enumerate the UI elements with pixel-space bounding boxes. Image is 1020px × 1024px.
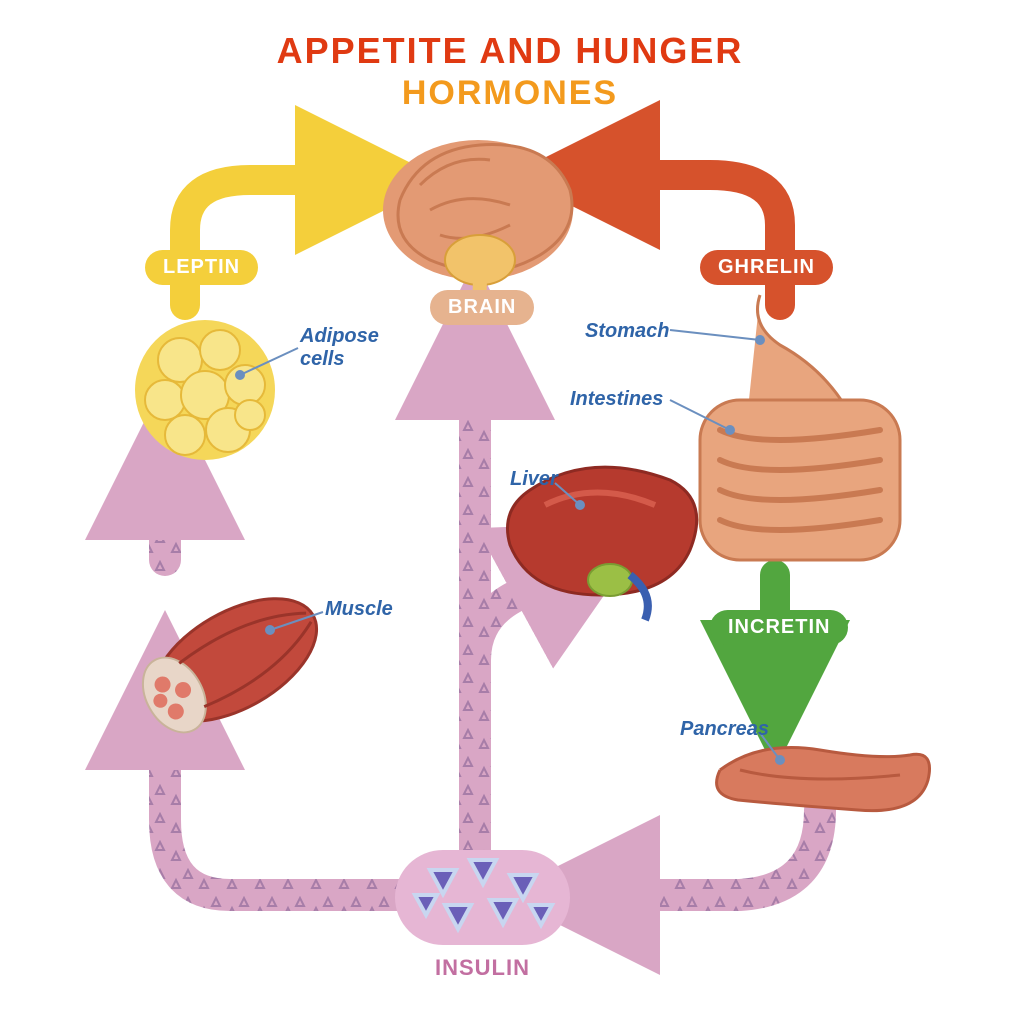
insulin-blob-icon	[395, 850, 570, 945]
liver-label: Liver	[510, 468, 558, 491]
adipose-icon	[135, 320, 275, 460]
intestines-label: Intestines	[570, 388, 663, 411]
brain-pill: BRAIN	[430, 290, 534, 325]
leptin-arrow	[185, 180, 370, 305]
incretin-pill: INCRETIN	[710, 610, 848, 645]
ghrelin-arrow	[585, 175, 780, 305]
adipose-label: Adipose cells	[300, 325, 379, 371]
title-line1: APPETITE AND HUNGER	[0, 30, 1020, 72]
ghrelin-pill: GHRELIN	[700, 250, 833, 285]
insulin-label: INSULIN	[435, 955, 530, 981]
stomach-label: Stomach	[585, 320, 669, 343]
leptin-pill: LEPTIN	[145, 250, 258, 285]
muscle-label: Muscle	[325, 598, 393, 621]
pancreas-icon	[717, 748, 930, 811]
title-line2: HORMONES	[0, 74, 1020, 113]
diagram-canvas	[0, 0, 1020, 1024]
pancreas-label: Pancreas	[680, 718, 769, 741]
title-block: APPETITE AND HUNGER HORMONES	[0, 30, 1020, 113]
